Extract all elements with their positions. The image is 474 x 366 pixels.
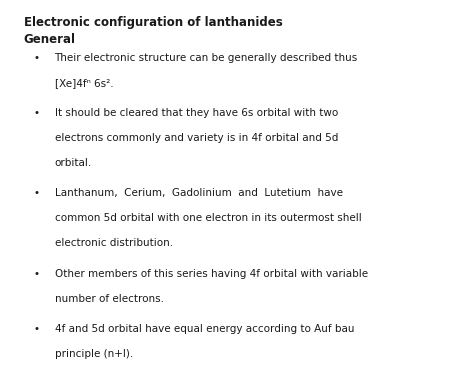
Text: •: • — [33, 269, 39, 279]
Text: Their electronic structure can be generally described thus: Their electronic structure can be genera… — [55, 53, 358, 63]
Text: It should be cleared that they have 6s orbital with two: It should be cleared that they have 6s o… — [55, 108, 338, 118]
Text: number of electrons.: number of electrons. — [55, 294, 164, 303]
Text: •: • — [33, 324, 39, 334]
Text: orbital.: orbital. — [55, 158, 92, 168]
Text: Other members of this series having 4f orbital with variable: Other members of this series having 4f o… — [55, 269, 368, 279]
Text: Lanthanum,  Cerium,  Gadolinium  and  Lutetium  have: Lanthanum, Cerium, Gadolinium and Luteti… — [55, 188, 343, 198]
Text: •: • — [33, 188, 39, 198]
Text: •: • — [33, 108, 39, 118]
Text: General: General — [24, 33, 76, 46]
Text: electronic distribution.: electronic distribution. — [55, 238, 173, 248]
Text: principle (n+l).: principle (n+l). — [55, 349, 133, 359]
Text: common 5d orbital with one electron in its outermost shell: common 5d orbital with one electron in i… — [55, 213, 361, 223]
Text: 4f and 5d orbital have equal energy according to Auf bau: 4f and 5d orbital have equal energy acco… — [55, 324, 354, 334]
Text: Electronic configuration of lanthanides: Electronic configuration of lanthanides — [24, 16, 283, 30]
Text: [Xe]4fⁿ 6s².: [Xe]4fⁿ 6s². — [55, 78, 113, 88]
Text: electrons commonly and variety is in 4f orbital and 5d: electrons commonly and variety is in 4f … — [55, 133, 338, 143]
Text: •: • — [33, 53, 39, 63]
